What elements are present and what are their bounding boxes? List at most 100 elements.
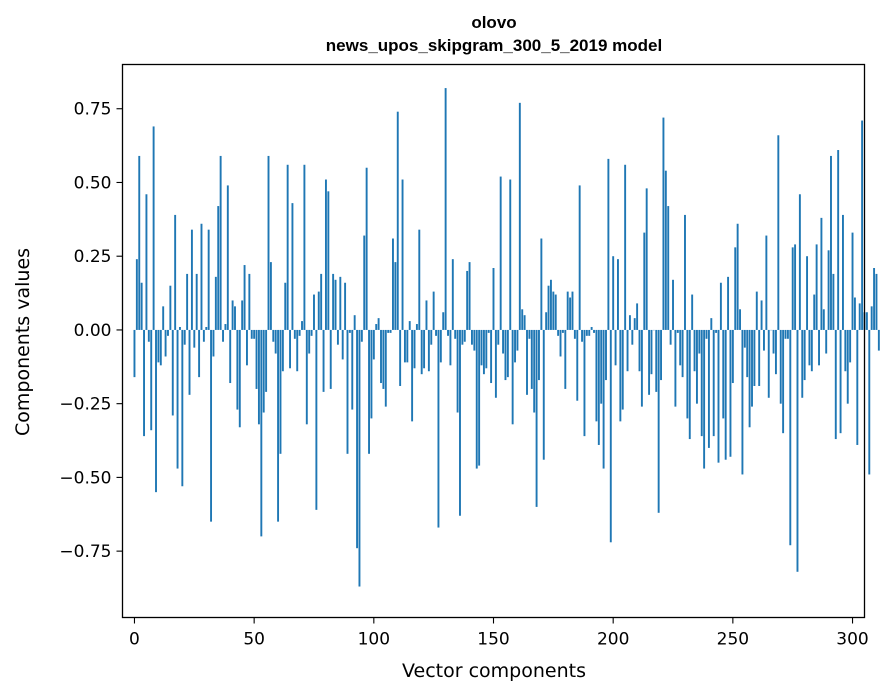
bar xyxy=(401,179,404,330)
bar xyxy=(674,329,677,407)
bar xyxy=(471,329,473,345)
bar xyxy=(729,329,732,457)
bar xyxy=(877,329,880,351)
bar xyxy=(727,276,730,330)
bar xyxy=(583,329,586,437)
bar xyxy=(681,329,684,378)
bar xyxy=(207,229,210,330)
bar xyxy=(767,329,770,398)
bar xyxy=(353,315,356,330)
bar xyxy=(176,329,179,469)
bar xyxy=(595,329,598,422)
bar xyxy=(368,329,370,454)
bar xyxy=(784,329,787,339)
bar xyxy=(341,329,344,360)
bar xyxy=(650,329,653,375)
bar xyxy=(389,329,392,333)
bar xyxy=(523,315,526,330)
bar xyxy=(506,329,509,378)
bar xyxy=(825,329,828,354)
bar xyxy=(257,329,260,425)
bar xyxy=(313,294,315,330)
bar xyxy=(320,273,323,330)
bar xyxy=(722,329,725,419)
bar xyxy=(430,329,433,345)
bar xyxy=(715,329,718,333)
bar xyxy=(279,329,282,454)
bar xyxy=(794,244,797,330)
bar xyxy=(267,155,270,330)
x-tick-label: 150 xyxy=(477,630,509,650)
bar xyxy=(593,329,595,333)
bar xyxy=(808,329,811,366)
bar xyxy=(774,329,777,375)
bar xyxy=(277,329,280,522)
bar xyxy=(581,329,584,342)
bar xyxy=(798,194,801,330)
bar xyxy=(229,329,232,384)
bar xyxy=(155,329,157,493)
bar xyxy=(135,259,138,330)
bar xyxy=(140,282,143,330)
bar xyxy=(339,276,342,330)
x-tick-label: 200 xyxy=(597,630,629,650)
bar xyxy=(875,273,878,330)
bar xyxy=(195,273,198,330)
bar xyxy=(688,329,691,440)
bar xyxy=(861,120,864,330)
bar xyxy=(183,329,186,345)
bar xyxy=(547,285,550,330)
bar xyxy=(535,329,538,507)
bar xyxy=(317,291,320,330)
bar xyxy=(296,329,299,372)
bar xyxy=(178,326,181,330)
bar xyxy=(186,273,189,330)
bar xyxy=(851,232,854,330)
bar xyxy=(490,329,493,384)
bars-group xyxy=(133,88,880,587)
bar xyxy=(480,329,483,366)
bar xyxy=(703,329,706,469)
bar xyxy=(638,329,641,372)
bar xyxy=(181,329,184,487)
bar xyxy=(588,329,591,336)
bar xyxy=(844,329,847,372)
x-tick-label: 100 xyxy=(358,630,390,650)
bar xyxy=(528,329,531,339)
bar xyxy=(564,329,567,389)
bar xyxy=(238,329,241,428)
bar xyxy=(837,150,840,330)
bar xyxy=(298,329,301,336)
bar xyxy=(779,329,782,404)
bar xyxy=(763,329,765,351)
bar xyxy=(645,188,648,330)
bar xyxy=(274,329,277,354)
bar xyxy=(626,329,629,372)
bar xyxy=(205,326,208,330)
bar xyxy=(411,329,414,422)
bar xyxy=(217,206,220,330)
bar xyxy=(497,329,500,345)
bar xyxy=(617,259,619,330)
bar xyxy=(578,185,581,330)
bar xyxy=(253,329,256,339)
bar xyxy=(164,329,167,357)
bar xyxy=(167,329,169,336)
bar xyxy=(514,329,516,363)
bar xyxy=(356,329,359,549)
bar xyxy=(399,329,402,386)
bar xyxy=(336,329,339,345)
bar xyxy=(492,268,495,330)
bar xyxy=(425,300,428,330)
bar xyxy=(743,329,746,348)
bar xyxy=(739,309,741,330)
bar xyxy=(394,262,397,330)
bar xyxy=(803,329,806,381)
bar xyxy=(243,265,246,330)
bar xyxy=(305,329,308,425)
bar xyxy=(684,214,686,330)
bar xyxy=(169,285,172,330)
bar xyxy=(246,329,248,366)
bar xyxy=(174,214,177,330)
